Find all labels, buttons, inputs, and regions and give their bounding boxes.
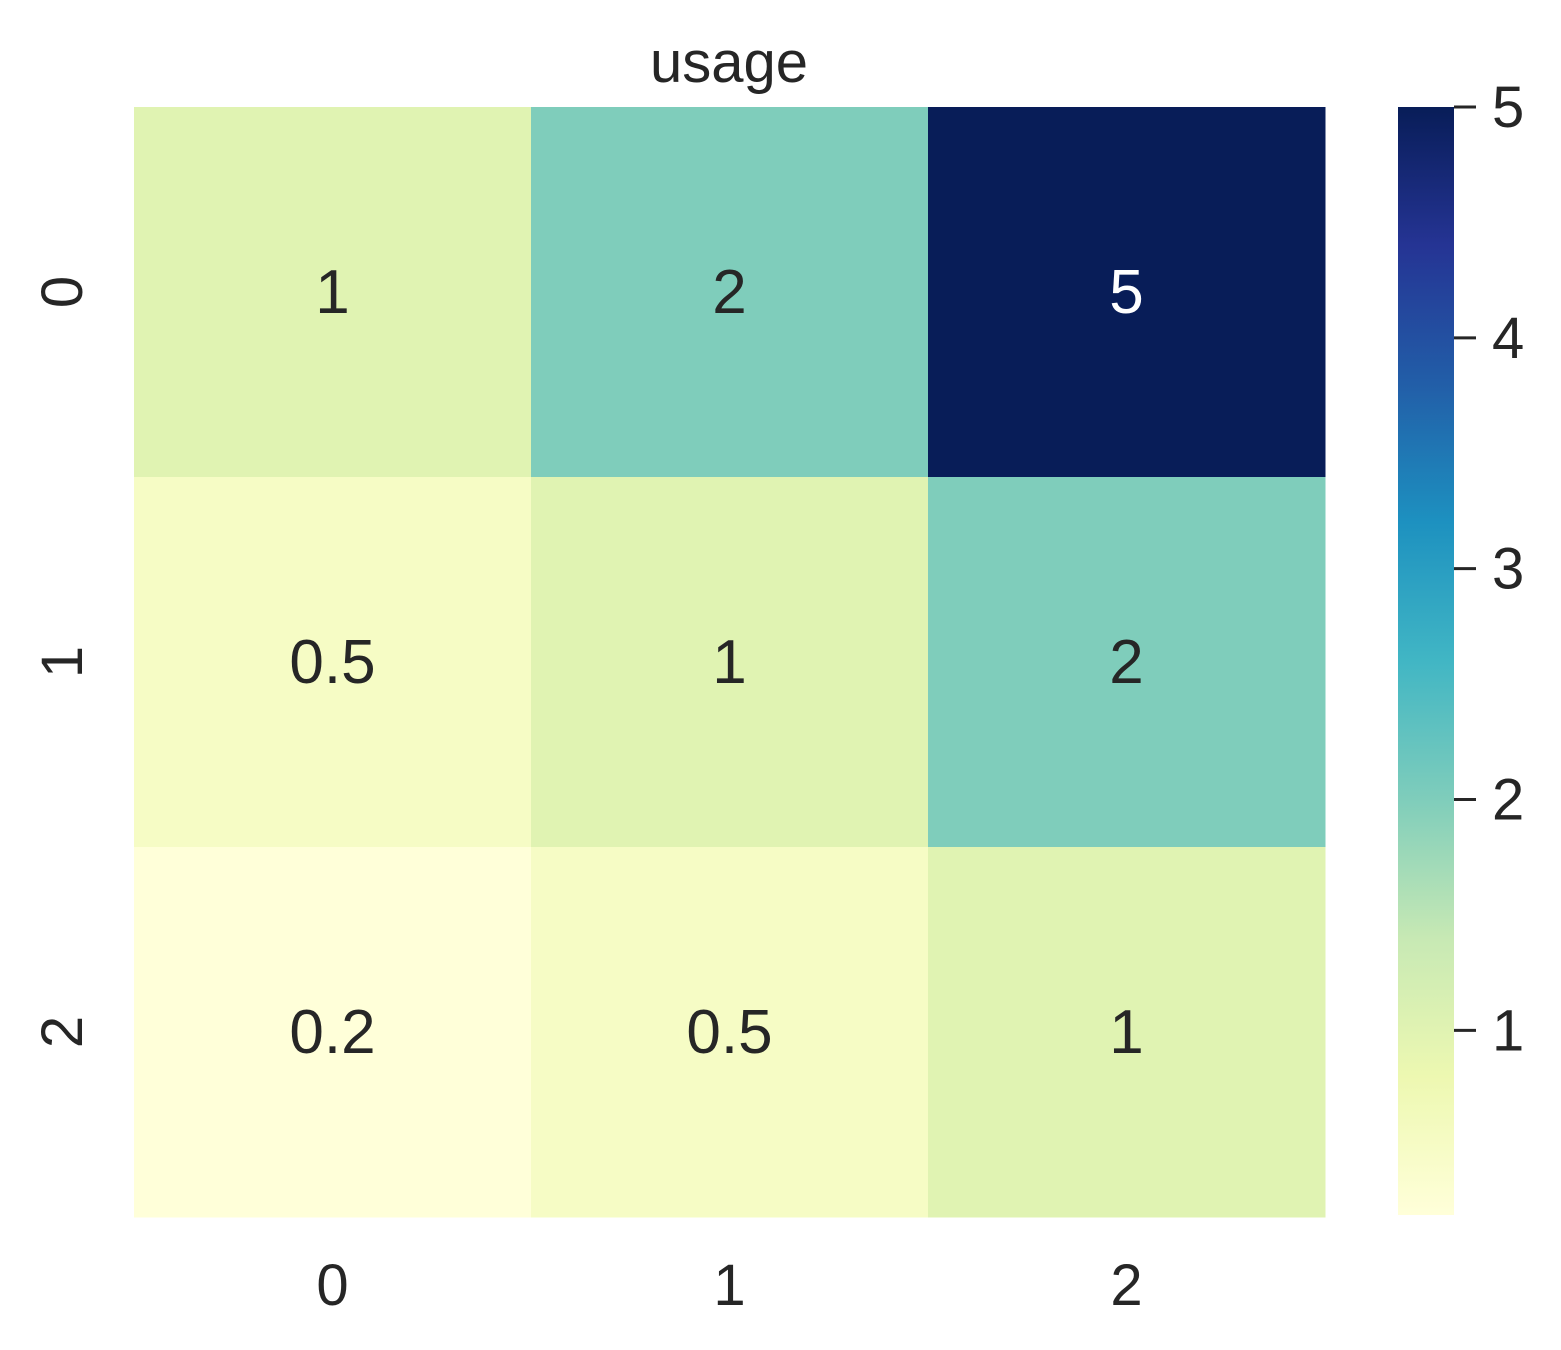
heatmap-cell [134,477,532,848]
heatmap-cell [928,107,1326,478]
cell-annotation: 1 [1109,998,1143,1067]
y-tick-label: 1 [30,646,95,678]
cell-annotation: 5 [1109,258,1143,327]
heatmap-cell [531,107,929,478]
colorbar-tick-label: 2 [1492,768,1524,833]
cell-annotation: 2 [1109,628,1143,697]
chart-title: usage [650,30,808,95]
colorbar-tick-label: 3 [1492,537,1524,602]
y-tick-label: 0 [30,276,95,308]
colorbar-tick-label: 1 [1492,998,1524,1063]
heatmap-cell [531,477,929,848]
heatmap-cells [134,107,1326,1218]
cell-annotation: 0.5 [289,628,375,697]
heatmap-cell [928,847,1326,1218]
y-tick-label: 2 [30,1016,95,1048]
colorbar-tick-label: 4 [1492,306,1524,371]
x-tick-label: 1 [713,1253,745,1318]
cell-annotation: 1 [712,628,746,697]
y-axis-tick-labels: 0 1 2 [30,276,95,1048]
heatmap-cell [134,107,532,478]
cell-annotation: 0.2 [289,998,375,1067]
cell-annotation: 2 [712,258,746,327]
x-tick-label: 0 [316,1253,348,1318]
cell-annotation: 1 [315,258,349,327]
heatmap-cell [134,847,532,1218]
cell-annotations: 1 2 5 0.5 1 2 0.2 0.5 1 [289,258,1143,1067]
x-tick-label: 2 [1110,1253,1142,1318]
colorbar-gradient [1398,107,1454,1215]
colorbar-tick-label: 5 [1492,75,1524,140]
x-axis-tick-labels: 0 1 2 [316,1253,1142,1318]
heatmap-cell [531,847,929,1218]
heatmap-cell [928,477,1326,848]
colorbar: 1 2 3 4 5 [1398,75,1524,1215]
cell-annotation: 0.5 [686,998,772,1067]
